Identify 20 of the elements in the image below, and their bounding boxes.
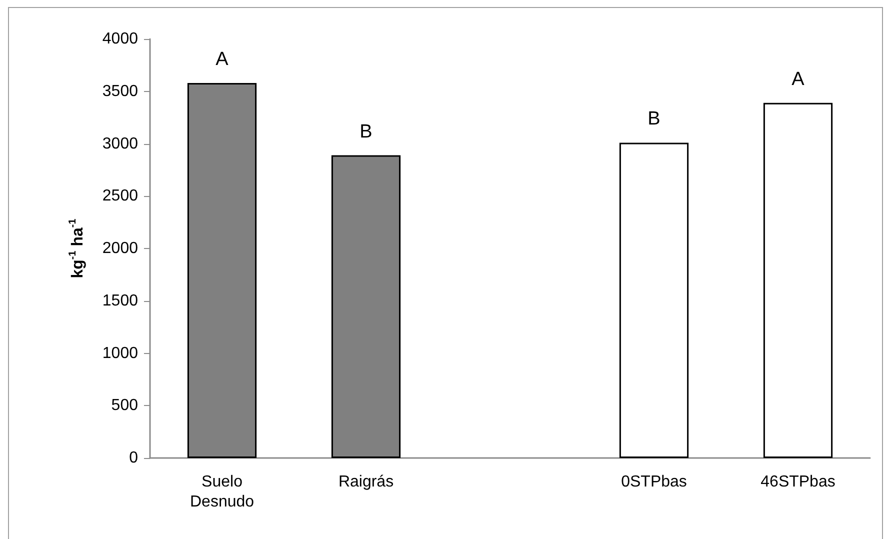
- x-tick-label: 46STPbas: [760, 474, 836, 490]
- bar: [619, 142, 689, 458]
- y-tick-label: 500: [111, 397, 138, 414]
- y-tick-label: 4000: [102, 30, 138, 48]
- x-tick-label: Raigrás: [338, 474, 394, 490]
- y-tick-label: 3000: [102, 135, 138, 152]
- y-tick-label: 1000: [102, 344, 138, 362]
- y-axis-title: kg-1 ha-1: [68, 218, 86, 278]
- y-tick-label: 2500: [102, 188, 138, 205]
- y-tick-label: 3500: [102, 82, 138, 100]
- x-tick-label: 0STPbas: [621, 474, 687, 490]
- data-label: A: [792, 68, 805, 90]
- x-tick-label: Suelo Desnudo: [190, 474, 254, 510]
- data-label: A: [216, 48, 229, 70]
- data-label: B: [360, 121, 372, 142]
- y-tick-label: 1500: [102, 292, 138, 310]
- y-tick-label: 2000: [102, 240, 138, 257]
- data-label: B: [648, 108, 660, 130]
- bar: [763, 102, 833, 458]
- y-tick-label: 0: [129, 450, 138, 466]
